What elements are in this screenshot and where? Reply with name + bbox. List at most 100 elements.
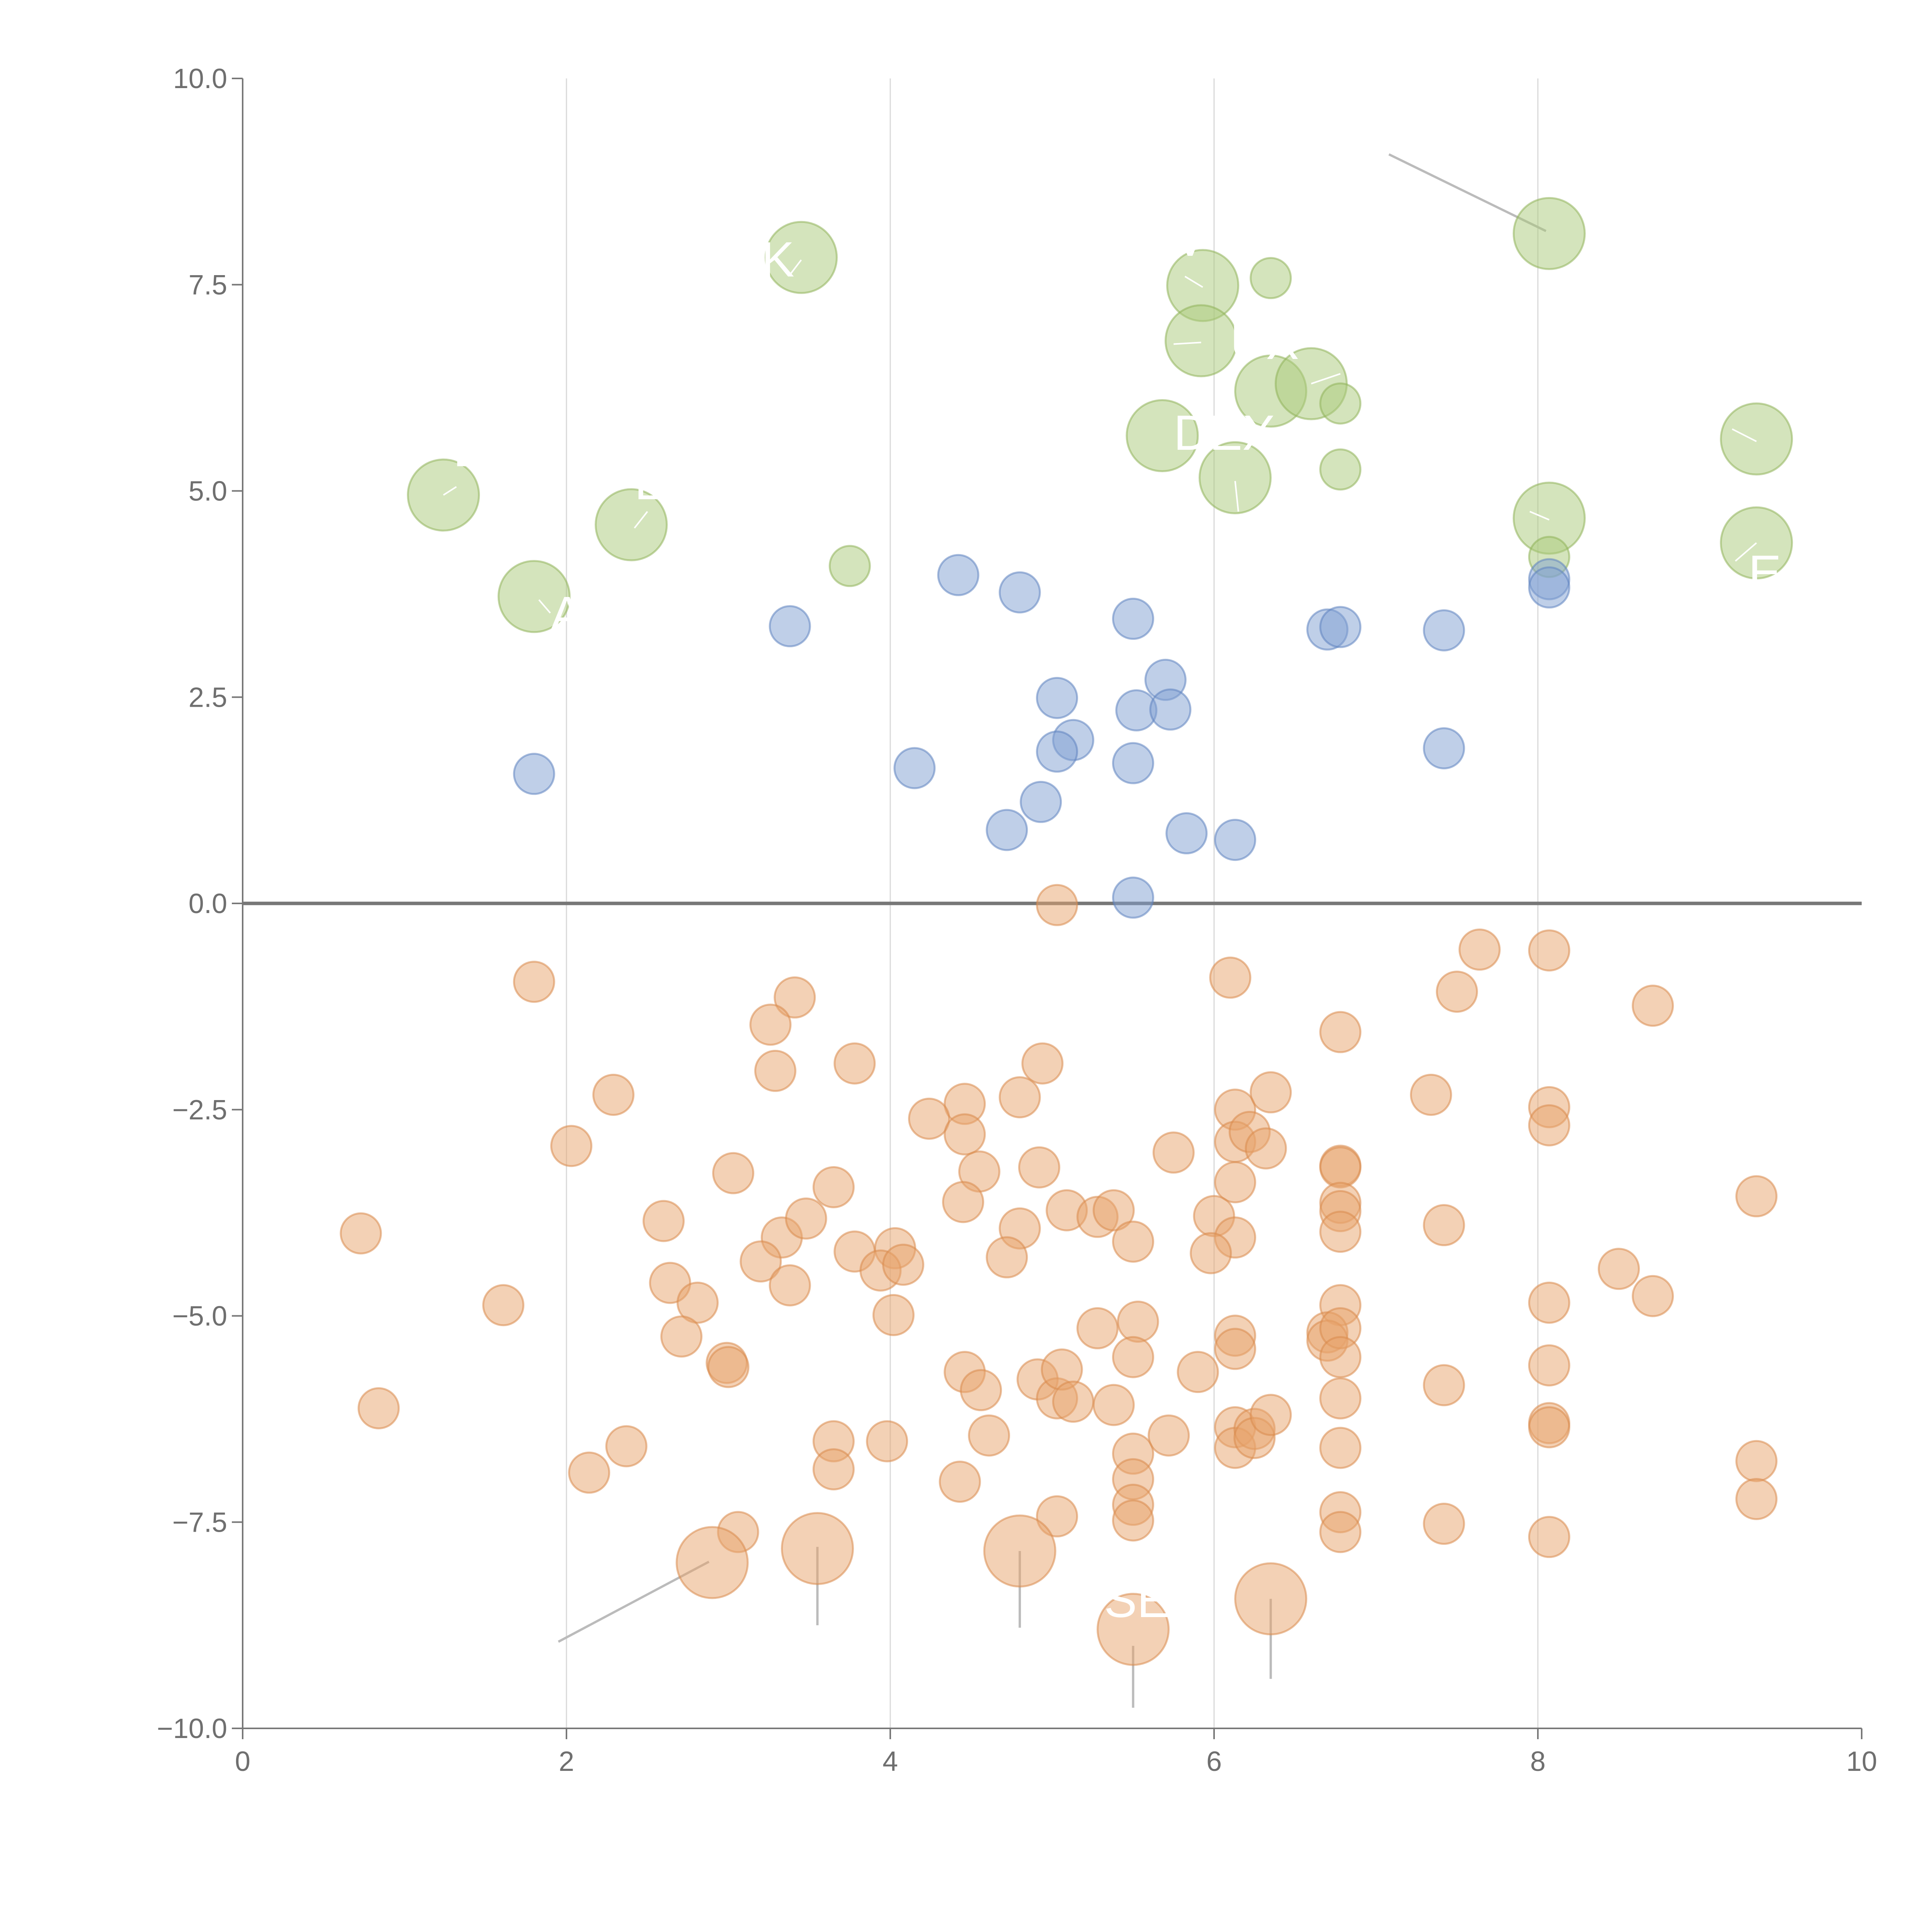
orange-point-39	[740, 1240, 782, 1283]
orange-point-122	[983, 1514, 1056, 1588]
axes: −10.0 −7.5 −5.0 −2.5 0.0 2.5 5.0 7.5 10.0 0 2 4 6 8 10	[157, 63, 1877, 1777]
green-point-17	[828, 545, 871, 587]
orange-point-71	[968, 1414, 1010, 1457]
blue-point-1	[998, 571, 1041, 614]
orange-point-124	[1234, 1562, 1308, 1636]
orange-point-116	[1631, 1275, 1674, 1317]
annotation-label-0: SE	[1104, 1573, 1170, 1628]
orange-point-63	[1112, 1336, 1154, 1378]
orange-point-109	[1528, 1281, 1570, 1324]
annotation-label-5: AX	[550, 587, 616, 642]
x-tick-label-5: 10	[1846, 1746, 1877, 1777]
orange-point-50	[1076, 1307, 1119, 1350]
annotation-label-2: UX	[1230, 315, 1299, 370]
orange-point-6	[592, 1073, 635, 1116]
orange-point-8	[998, 1076, 1041, 1119]
y-tick-label-4: 0.0	[189, 888, 227, 919]
orange-point-61	[1052, 1381, 1094, 1423]
orange-point-1	[513, 961, 555, 1003]
orange-point-112	[1528, 1406, 1570, 1449]
orange-point-53	[1214, 1328, 1256, 1370]
annotation-label-4: LX	[634, 455, 695, 510]
green-point-8	[595, 488, 668, 561]
y-tick-label-8: 10.0	[173, 63, 227, 94]
orange-point-90	[1319, 1211, 1362, 1253]
green-point-0	[765, 221, 838, 294]
leader-line-15	[1735, 542, 1757, 562]
orange-point-4	[833, 1042, 876, 1085]
x-tick-label-0: 0	[235, 1746, 250, 1777]
leader-line-16	[443, 486, 457, 496]
blue-point-21	[1423, 727, 1465, 770]
blue-point-14	[986, 809, 1028, 851]
green-point-6	[1198, 441, 1272, 514]
leader-line-9	[1184, 276, 1203, 288]
annotation-label-6: AK	[728, 232, 794, 287]
orange-point-115	[1598, 1248, 1640, 1290]
annotation-label-7: V	[1173, 211, 1206, 267]
point-annotations: SE DEX UX DA LX AX AK V E	[453, 211, 1781, 1628]
x-tick-label-4: 8	[1530, 1746, 1546, 1777]
orange-point-17	[1152, 1131, 1195, 1174]
orange-point-65	[357, 1387, 400, 1430]
orange-point-62	[1092, 1384, 1135, 1426]
orange-point-118	[1735, 1440, 1778, 1482]
orange-point-114	[1631, 985, 1674, 1027]
orange-point-64	[1177, 1351, 1219, 1393]
orange-point-41	[882, 1243, 925, 1286]
orange-point-95	[1319, 1336, 1362, 1378]
orange-point-70	[866, 1420, 908, 1463]
x-tick-label-2: 4	[883, 1746, 898, 1777]
orange-point-97	[1319, 1427, 1362, 1469]
orange-point-123	[1097, 1593, 1170, 1666]
blue-point-7	[1149, 688, 1192, 731]
orange-point-12	[550, 1125, 593, 1167]
orange-point-18	[1209, 956, 1252, 999]
leader-line-8	[789, 259, 802, 276]
orange-point-47	[676, 1281, 719, 1324]
leader-line-13	[1529, 511, 1550, 521]
orange-point-105	[1423, 1503, 1465, 1545]
leader-line-6	[538, 599, 551, 614]
blue-point-11	[893, 747, 936, 789]
orange-point-5	[754, 1049, 797, 1092]
orange-point-120	[675, 1526, 749, 1599]
annotation-label-3: DA	[453, 422, 522, 477]
orange-point-48	[872, 1294, 915, 1336]
blue-point-3	[1112, 597, 1154, 640]
orange-point-16	[812, 1166, 855, 1208]
orange-point-7	[1021, 1042, 1064, 1085]
orange-point-33	[1092, 1189, 1135, 1231]
blue-point-15	[1165, 812, 1208, 855]
orange-point-57	[960, 1369, 1002, 1412]
y-tick-label-6: 5.0	[189, 476, 227, 507]
x-tick-label-3: 6	[1206, 1746, 1222, 1777]
green-point-11	[1720, 402, 1793, 476]
blue-point-0	[937, 554, 980, 596]
orange-point-102	[1410, 1073, 1452, 1116]
annotation-label-1: DEX	[1173, 405, 1275, 461]
orange-point-72	[939, 1461, 981, 1503]
green-point-2	[1164, 304, 1238, 378]
orange-point-14	[1018, 1146, 1060, 1189]
blue-point-16	[1214, 819, 1256, 861]
orange-point-55	[707, 1346, 750, 1388]
y-tick-label-5: 2.5	[189, 682, 227, 713]
white-leader-lines	[443, 259, 1757, 614]
orange-point-3	[749, 1003, 792, 1046]
orange-point-103	[1423, 1204, 1465, 1247]
y-tick-label-0: −10.0	[157, 1713, 227, 1744]
orange-point-106	[1528, 929, 1570, 972]
green-point-15	[1319, 382, 1362, 425]
blue-point-19	[1319, 606, 1362, 648]
leader-line-10	[1173, 342, 1201, 345]
orange-point-75	[1148, 1414, 1190, 1457]
leader-line-14	[1731, 428, 1757, 442]
orange-point-110	[1528, 1344, 1570, 1387]
orange-point-42	[986, 1236, 1028, 1279]
orange-point-113	[1528, 1516, 1570, 1558]
orange-point-69	[812, 1448, 855, 1491]
y-tick-label-7: 7.5	[189, 270, 227, 301]
orange-point-84	[1112, 1499, 1154, 1542]
